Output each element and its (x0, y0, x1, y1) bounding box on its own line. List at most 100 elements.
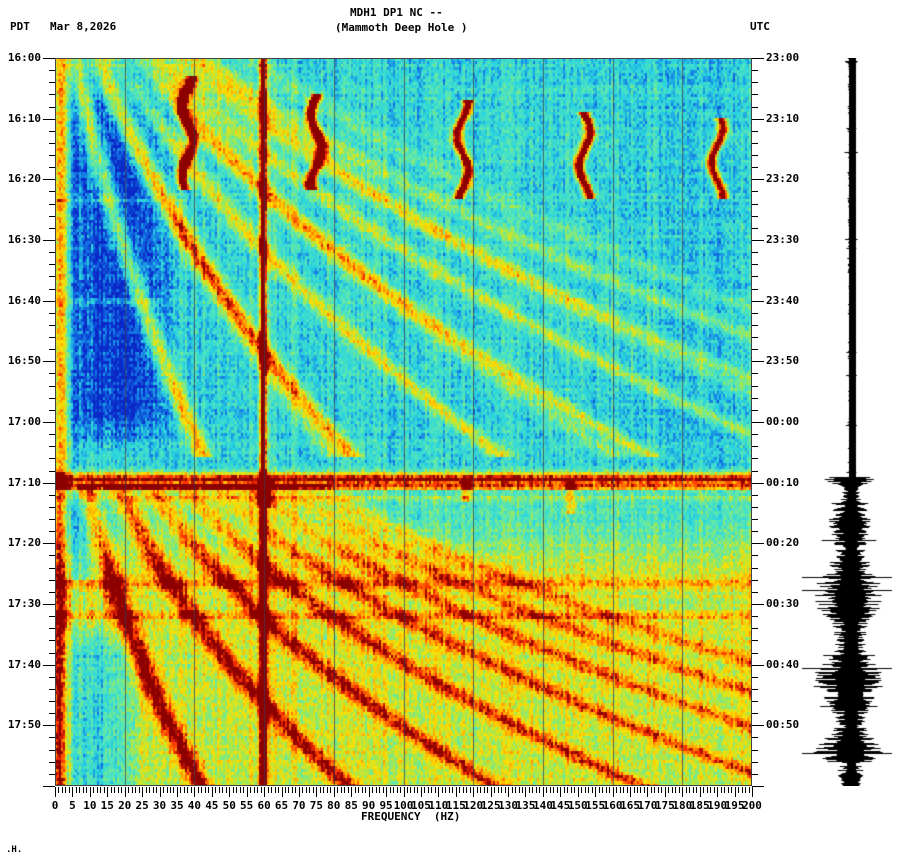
x-axis-minor-tick (97, 787, 98, 793)
spectrogram-canvas (55, 58, 752, 786)
y-axis-minor-tick (49, 325, 55, 326)
y-axis-minor-tick (752, 531, 758, 532)
y-axis-minor-tick (752, 325, 758, 326)
y-axis-minor-tick (49, 640, 55, 641)
y-axis-major-tick (752, 301, 764, 302)
x-axis-minor-tick (121, 787, 122, 793)
x-axis-major-tick (299, 787, 300, 797)
y-axis-minor-tick (49, 143, 55, 144)
y-axis-minor-tick (49, 774, 55, 775)
x-axis-minor-tick (714, 787, 715, 793)
corner-mark: .H. (6, 845, 23, 855)
x-axis-major-tick (491, 787, 492, 797)
y-axis-right-tick-label: 00:10 (766, 475, 800, 489)
x-axis-minor-tick (348, 787, 349, 793)
y-axis-right-tick-label: 23:10 (766, 111, 800, 125)
y-axis-major-tick (752, 725, 764, 726)
x-axis-tick-label: 185 (689, 799, 710, 812)
x-axis-major-tick (194, 787, 195, 797)
y-axis-minor-tick (752, 458, 758, 459)
x-axis-minor-tick (428, 787, 429, 793)
y-axis-major-tick (43, 543, 55, 544)
x-axis-minor-tick (693, 787, 694, 793)
x-axis-minor-tick (731, 787, 732, 793)
x-axis-minor-tick (327, 787, 328, 793)
x-axis-minor-tick (170, 787, 171, 793)
x-axis-minor-tick (313, 787, 314, 793)
x-axis-minor-tick (585, 787, 586, 793)
y-axis-right-tick-label: 23:30 (766, 233, 800, 246)
y-axis-minor-tick (752, 628, 758, 629)
y-axis-minor-tick (49, 653, 55, 654)
y-axis-minor-tick (752, 252, 758, 253)
x-axis-minor-tick (337, 787, 338, 793)
x-axis-minor-tick (410, 787, 411, 793)
y-axis-minor-tick (49, 94, 55, 95)
y-axis-right-utc: 23:00 23:10 23:20 23:30 23:40 23:50 00:00 00:10… (752, 0, 852, 864)
x-axis-minor-tick (606, 787, 607, 793)
x-axis-minor-tick (550, 787, 551, 793)
x-axis-tick-label: 80 (327, 799, 341, 812)
y-axis-minor-tick (49, 228, 55, 229)
x-axis-minor-tick (341, 787, 342, 793)
x-axis-minor-tick (362, 787, 363, 793)
y-axis-minor-tick (49, 592, 55, 593)
x-axis-minor-tick (132, 787, 133, 793)
x-axis-minor-tick (261, 787, 262, 793)
x-axis-minor-tick (128, 787, 129, 793)
x-axis-minor-tick (69, 787, 70, 793)
x-axis-minor-tick (222, 787, 223, 793)
y-axis-minor-tick (752, 228, 758, 229)
x-axis-major-tick (508, 787, 509, 797)
x-axis-minor-tick (257, 787, 258, 793)
x-axis-minor-tick (76, 787, 77, 793)
x-axis-minor-tick (498, 787, 499, 793)
y-axis-major-tick (752, 179, 764, 180)
y-axis-major-tick (752, 543, 764, 544)
x-axis-minor-tick (156, 787, 157, 793)
x-axis-minor-tick (477, 787, 478, 793)
y-axis-left-tick-label: 17:10 (7, 475, 41, 489)
y-axis-minor-tick (752, 689, 758, 690)
x-axis-minor-tick (445, 787, 446, 793)
x-axis-minor-tick (379, 787, 380, 793)
x-axis-major-tick (386, 787, 387, 797)
station-code-title: MDH1 DP1 NC -- (350, 6, 443, 19)
x-axis-minor-tick (114, 787, 115, 793)
x-axis-minor-tick (553, 787, 554, 793)
y-axis-major-tick (43, 725, 55, 726)
x-axis-minor-tick (383, 787, 384, 793)
x-axis-major-tick (160, 787, 161, 797)
y-axis-minor-tick (49, 204, 55, 205)
y-axis-minor-tick (49, 446, 55, 447)
y-axis-minor-tick (752, 337, 758, 338)
x-axis-minor-tick (100, 787, 101, 793)
station-name-subtitle: (Mammoth Deep Hole ) (335, 21, 468, 34)
x-axis-minor-tick (672, 787, 673, 793)
y-axis-minor-tick (49, 495, 55, 496)
y-axis-right-tick-label: 00:30 (766, 597, 800, 610)
y-axis-minor-tick (49, 216, 55, 217)
x-axis-tick-label: 70 (292, 799, 306, 812)
y-axis-minor-tick (49, 107, 55, 108)
y-axis-major-tick (752, 786, 764, 787)
x-axis-minor-tick (424, 787, 425, 793)
y-axis-minor-tick (752, 495, 758, 496)
y-axis-major-tick (752, 58, 764, 59)
x-axis-major-tick (404, 787, 405, 797)
y-axis-right-tick-label: 23:20 (766, 172, 800, 186)
x-axis-tick-label: 0 (51, 799, 59, 812)
x-axis-major-tick (177, 787, 178, 797)
seismogram-trace-panel[interactable] (800, 58, 902, 786)
x-axis-tick-label: 200 (742, 799, 762, 812)
y-axis-minor-tick (752, 264, 758, 265)
x-axis-minor-tick (139, 787, 140, 793)
x-axis-minor-tick (330, 787, 331, 793)
y-axis-minor-tick (49, 191, 55, 192)
x-axis-minor-tick (390, 787, 391, 793)
x-axis-minor-tick (344, 787, 345, 793)
y-axis-left-tick-label: 16:10 (7, 111, 41, 125)
x-axis-minor-tick (599, 787, 600, 793)
spectrogram-plot[interactable] (55, 58, 752, 786)
x-axis-tick-label: 35 (170, 799, 184, 812)
